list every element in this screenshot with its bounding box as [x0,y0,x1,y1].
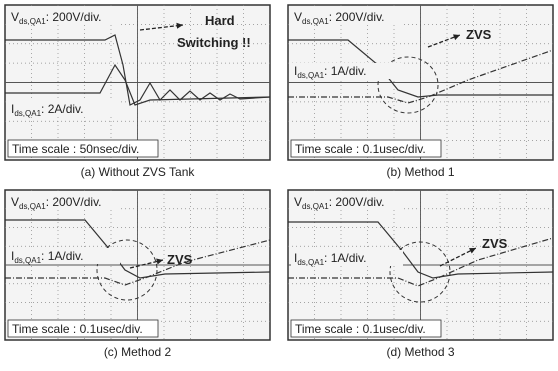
symbol: V [294,195,302,209]
scale: : 200V/div. [46,10,102,24]
caption: (a) Without ZVS Tank [81,165,196,179]
time-scale: Time scale : 50nsec/div. [12,142,139,156]
scale: : 200V/div. [329,10,385,24]
caption: (b) Method 1 [386,165,454,179]
subscript: ds,QA1 [297,258,324,267]
annotation: ZVS [466,27,492,42]
figure: HardSwitching !!Vds,QA1: 200V/div.Ids,QA… [0,0,558,371]
symbol: V [11,10,19,24]
scale: : 1A/div. [41,249,83,263]
time-scale: Time scale : 0.1usec/div. [12,322,143,336]
scale: : 1A/div. [324,251,366,265]
subscript: ds,QA1 [19,202,46,211]
scale: : 200V/div. [329,195,385,209]
caption: (d) Method 3 [386,345,454,359]
time-scale: Time scale : 0.1usec/div. [295,142,426,156]
subscript: ds,QA1 [297,71,324,80]
symbol: V [294,10,302,24]
subscript: ds,QA1 [302,202,329,211]
subscript: ds,QA1 [19,17,46,26]
annotation: Switching !! [177,35,251,50]
subscript: ds,QA1 [14,256,41,265]
subscript: ds,QA1 [14,109,41,118]
annotation: Hard [205,13,235,28]
time-scale: Time scale : 0.1usec/div. [295,322,426,336]
subscript: ds,QA1 [302,17,329,26]
scale: : 2A/div. [41,102,83,116]
caption: (c) Method 2 [104,345,172,359]
scale: : 200V/div. [46,195,102,209]
annotation: ZVS [482,236,508,251]
symbol: V [11,195,19,209]
scale: : 1A/div. [324,64,366,78]
annotation: ZVS [167,252,193,267]
